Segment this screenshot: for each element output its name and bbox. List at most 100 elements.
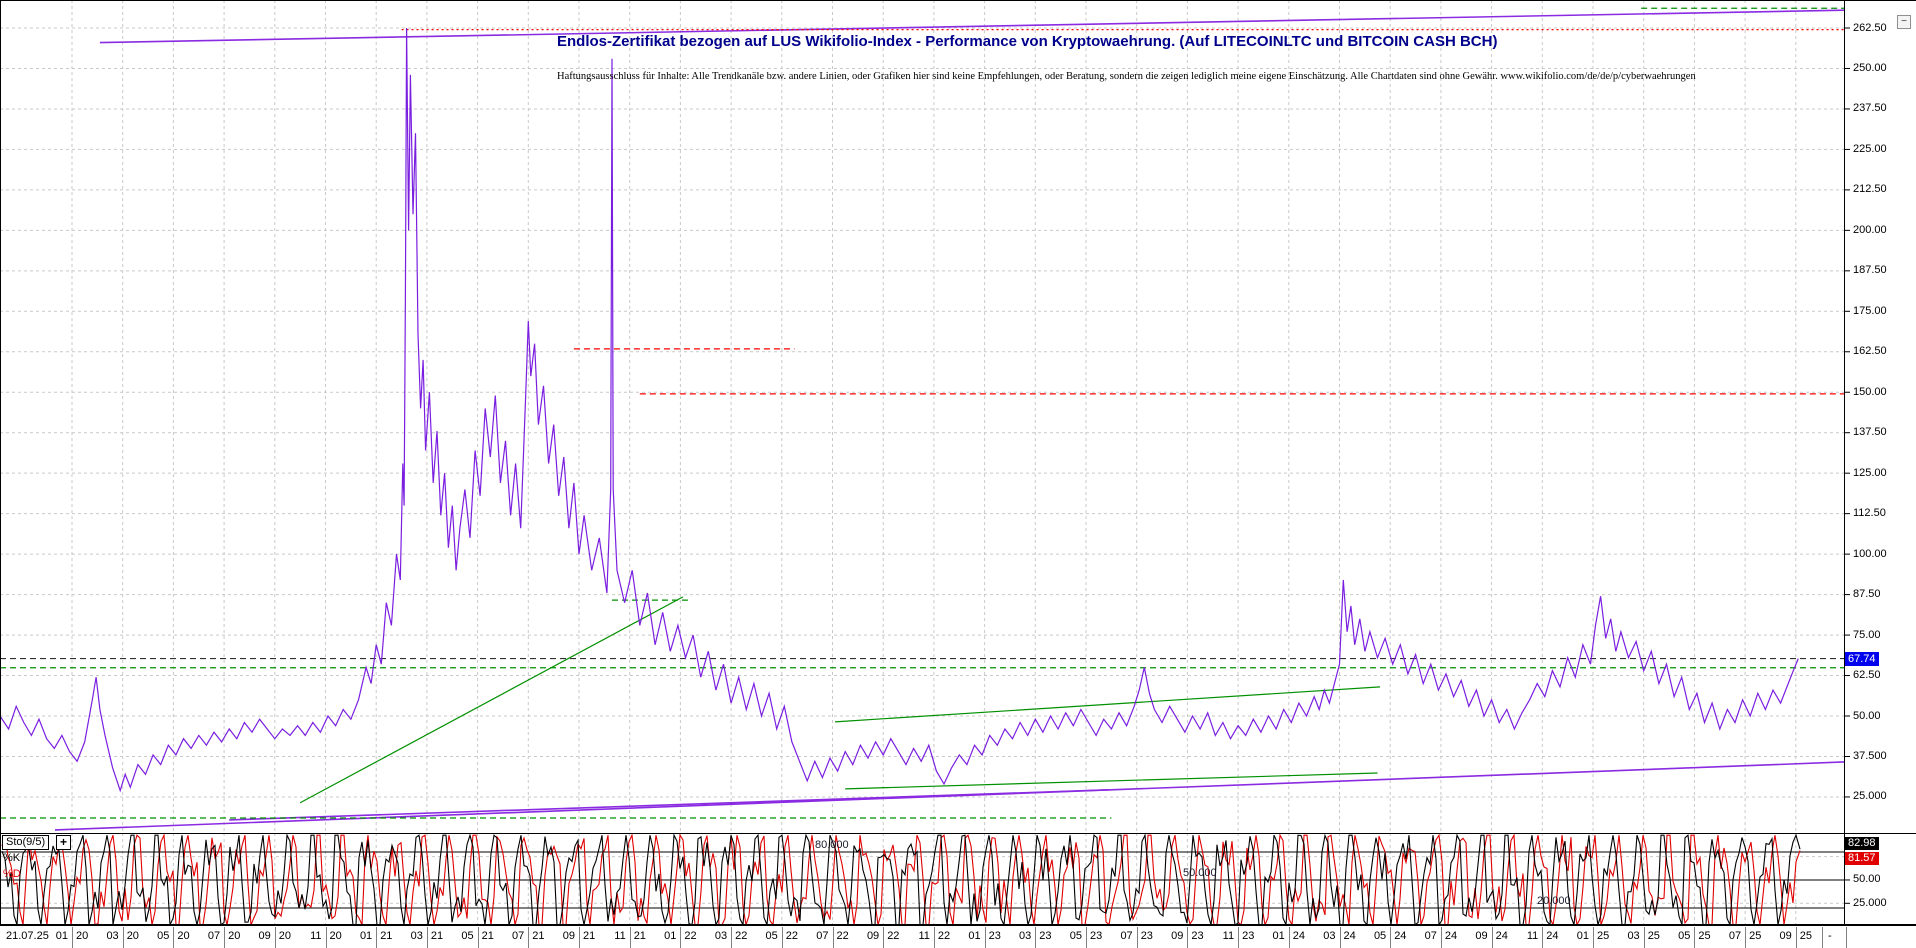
time-axis-year: 21 bbox=[481, 930, 494, 942]
time-axis-year: 25 bbox=[1597, 930, 1610, 942]
current-price-tag: 67.74 bbox=[1845, 651, 1879, 666]
time-axis-month: 11 bbox=[310, 930, 322, 942]
time-axis-year: 21 bbox=[633, 930, 646, 942]
time-axis-month: 07 bbox=[1120, 930, 1133, 942]
time-axis-year: 25 bbox=[1749, 930, 1762, 942]
expand-indicator-button[interactable]: + bbox=[56, 835, 71, 850]
time-axis-month: 05 bbox=[765, 930, 778, 942]
time-axis-year: 23 bbox=[1242, 930, 1255, 942]
time-axis-tick bbox=[1643, 927, 1645, 948]
time-axis-month: 07 bbox=[816, 930, 829, 942]
time-axis-month: 07 bbox=[512, 930, 525, 942]
time-axis-tick bbox=[731, 927, 733, 948]
oscillator-gridlines bbox=[0, 833, 1844, 924]
time-axis-month: 03 bbox=[106, 930, 119, 942]
time-axis-tick bbox=[1846, 927, 1847, 948]
time-axis-year: 24 bbox=[1343, 930, 1356, 942]
time-axis-year: 22 bbox=[836, 930, 849, 942]
price-axis-label: 212.50 bbox=[1853, 183, 1887, 196]
time-axis-tick bbox=[781, 927, 783, 948]
time-axis-month: 07 bbox=[1424, 930, 1437, 942]
time-axis-tick bbox=[984, 927, 986, 948]
time-axis-tick bbox=[1288, 927, 1290, 948]
time-axis-year: 20 bbox=[329, 930, 342, 942]
time-axis-month: 03 bbox=[1019, 930, 1032, 942]
time-axis-month: 09 bbox=[258, 930, 271, 942]
axis-trailing-dash: - bbox=[1828, 930, 1832, 942]
time-axis-tick bbox=[477, 927, 479, 948]
time-axis-year: 20 bbox=[228, 930, 241, 942]
percent-k-value-tag: 82.98 bbox=[1845, 837, 1879, 850]
time-axis-tick bbox=[1795, 927, 1797, 948]
time-axis-year: 20 bbox=[278, 930, 292, 942]
time-axis-month: 03 bbox=[1323, 930, 1336, 942]
time-axis-tick bbox=[1086, 927, 1087, 948]
time-axis-tick bbox=[629, 927, 631, 948]
time-axis-month: 01 bbox=[1272, 930, 1285, 942]
price-axis-label: 112.50 bbox=[1853, 507, 1886, 520]
time-axis-month: 03 bbox=[410, 930, 423, 942]
percent-d-value-tag: 81.57 bbox=[1845, 852, 1879, 865]
time-axis-year: 21 bbox=[583, 930, 596, 942]
time-axis-month: 09 bbox=[866, 930, 880, 942]
time-axis-tick bbox=[1491, 927, 1493, 948]
time-axis-month: 05 bbox=[1373, 930, 1387, 942]
time-axis-month: 01 bbox=[664, 930, 677, 942]
time-axis-tick bbox=[1822, 927, 1823, 948]
oscillator-lines bbox=[1, 833, 1801, 927]
oscillator-level-label: 20.000 bbox=[1537, 894, 1571, 907]
collapse-panel-button[interactable]: − bbox=[1897, 15, 1911, 29]
price-axis-label: 137.50 bbox=[1853, 426, 1887, 439]
gridlines bbox=[0, 0, 1844, 833]
time-axis-year: 21 bbox=[380, 930, 393, 942]
price-axis-label: 100.00 bbox=[1853, 547, 1887, 560]
price-axis-label: 87.50 bbox=[1853, 588, 1881, 601]
price-axis-label: 37.500 bbox=[1853, 749, 1887, 762]
time-axis-year: 25 bbox=[1799, 930, 1813, 942]
oscillator-axis-label: 50.00 bbox=[1853, 873, 1881, 886]
time-axis-tick bbox=[1542, 927, 1544, 948]
time-axis-tick bbox=[528, 927, 530, 948]
time-axis-tick bbox=[1694, 927, 1696, 948]
last-trade-date-label: 21.07.25 bbox=[6, 930, 55, 942]
time-axis-month: 01 bbox=[1576, 930, 1589, 942]
time-axis-year: 24 bbox=[1292, 930, 1306, 942]
time-axis-month: 05 bbox=[1678, 930, 1691, 942]
time-axis-year: 20 bbox=[126, 930, 139, 942]
time-axis-month: 07 bbox=[207, 930, 221, 942]
time-axis-year: 23 bbox=[1090, 930, 1103, 942]
time-axis-year: 24 bbox=[1546, 930, 1559, 942]
time-axis-year: 25 bbox=[1647, 930, 1660, 942]
time-axis-year: 21 bbox=[532, 930, 545, 942]
price-axis-label: 62.50 bbox=[1853, 669, 1881, 682]
time-axis-year: 23 bbox=[1191, 930, 1204, 942]
time-axis-month: 01 bbox=[359, 930, 373, 942]
time-axis-tick bbox=[1187, 927, 1189, 948]
time-axis-year: 22 bbox=[887, 930, 900, 942]
price-axis-label: 75.00 bbox=[1853, 628, 1881, 641]
time-axis-month: 09 bbox=[1779, 930, 1792, 942]
time-axis-month: 11 bbox=[918, 930, 930, 942]
time-axis-month: 09 bbox=[1171, 930, 1184, 942]
time-axis-year: 22 bbox=[684, 930, 697, 942]
price-axis-label: 162.50 bbox=[1853, 345, 1887, 358]
time-axis-month: 01 bbox=[968, 930, 981, 942]
time-axis-tick bbox=[1593, 927, 1594, 948]
time-axis-month: 11 bbox=[614, 930, 626, 942]
time-axis-year: 21 bbox=[430, 930, 444, 942]
time-axis-tick bbox=[1440, 927, 1442, 948]
time-axis-year: 22 bbox=[735, 930, 748, 942]
time-axis-tick bbox=[1136, 927, 1138, 948]
stochastic-indicator-label[interactable]: Sto(9/5) bbox=[2, 835, 50, 850]
time-axis-month: 09 bbox=[1475, 930, 1488, 942]
time-axis-month: 03 bbox=[1627, 930, 1640, 942]
time-axis-tick bbox=[1390, 927, 1392, 948]
price-axis-label: 175.00 bbox=[1853, 304, 1887, 317]
time-axis-year: 24 bbox=[1444, 930, 1458, 942]
price-axis-label: 225.00 bbox=[1853, 142, 1887, 155]
time-axis-tick bbox=[1745, 927, 1747, 948]
time-axis: 21.07.25 - 01 20 03 20 05 20 07 20 09 20 11 20 01 21 0… bbox=[0, 925, 1916, 948]
